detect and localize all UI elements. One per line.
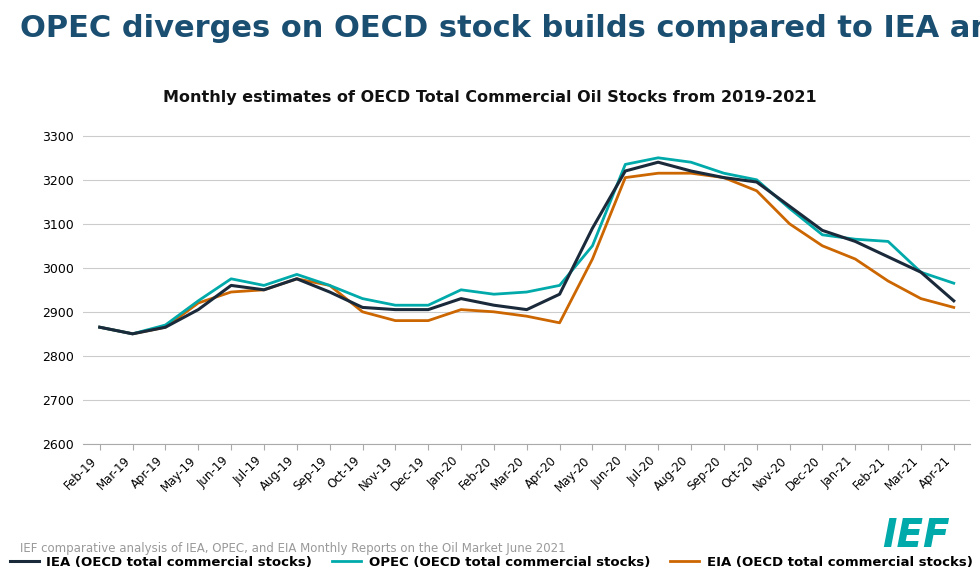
EIA (OECD total commercial stocks): [422, 317, 434, 324]
EIA (OECD total commercial stocks): [882, 278, 894, 284]
IEA (OECD total commercial stocks): [389, 306, 401, 313]
OPEC (OECD total commercial stocks): [718, 170, 730, 176]
Text: OPEC diverges on OECD stock builds compared to IEA and EIA: OPEC diverges on OECD stock builds compa…: [20, 14, 980, 43]
EIA (OECD total commercial stocks): [225, 288, 237, 295]
EIA (OECD total commercial stocks): [192, 300, 204, 307]
IEA (OECD total commercial stocks): [751, 179, 762, 185]
OPEC (OECD total commercial stocks): [948, 280, 959, 287]
EIA (OECD total commercial stocks): [718, 174, 730, 181]
IEA (OECD total commercial stocks): [422, 306, 434, 313]
IEA (OECD total commercial stocks): [291, 275, 303, 282]
EIA (OECD total commercial stocks): [323, 282, 335, 289]
OPEC (OECD total commercial stocks): [619, 161, 631, 168]
EIA (OECD total commercial stocks): [948, 304, 959, 311]
IEA (OECD total commercial stocks): [882, 253, 894, 260]
IEA (OECD total commercial stocks): [192, 306, 204, 313]
IEA (OECD total commercial stocks): [850, 238, 861, 245]
IEA (OECD total commercial stocks): [619, 168, 631, 175]
EIA (OECD total commercial stocks): [751, 187, 762, 194]
OPEC (OECD total commercial stocks): [258, 282, 270, 289]
IEA (OECD total commercial stocks): [784, 203, 796, 209]
EIA (OECD total commercial stocks): [915, 295, 927, 302]
IEA (OECD total commercial stocks): [948, 298, 959, 304]
IEA (OECD total commercial stocks): [816, 227, 828, 234]
EIA (OECD total commercial stocks): [357, 308, 368, 315]
IEA (OECD total commercial stocks): [160, 324, 172, 331]
EIA (OECD total commercial stocks): [685, 170, 697, 176]
IEA (OECD total commercial stocks): [323, 288, 335, 295]
Text: Monthly estimates of OECD Total Commercial Oil Stocks from 2019-2021: Monthly estimates of OECD Total Commerci…: [164, 90, 816, 105]
OPEC (OECD total commercial stocks): [357, 295, 368, 302]
OPEC (OECD total commercial stocks): [751, 176, 762, 183]
OPEC (OECD total commercial stocks): [126, 331, 138, 337]
OPEC (OECD total commercial stocks): [455, 286, 466, 293]
OPEC (OECD total commercial stocks): [94, 324, 106, 331]
Line: OPEC (OECD total commercial stocks): OPEC (OECD total commercial stocks): [100, 158, 954, 334]
OPEC (OECD total commercial stocks): [225, 275, 237, 282]
OPEC (OECD total commercial stocks): [653, 154, 664, 161]
EIA (OECD total commercial stocks): [816, 242, 828, 249]
EIA (OECD total commercial stocks): [784, 220, 796, 227]
IEA (OECD total commercial stocks): [225, 282, 237, 289]
OPEC (OECD total commercial stocks): [882, 238, 894, 245]
OPEC (OECD total commercial stocks): [850, 236, 861, 242]
IEA (OECD total commercial stocks): [685, 168, 697, 175]
EIA (OECD total commercial stocks): [850, 255, 861, 262]
OPEC (OECD total commercial stocks): [291, 271, 303, 278]
OPEC (OECD total commercial stocks): [816, 232, 828, 238]
EIA (OECD total commercial stocks): [455, 306, 466, 313]
IEA (OECD total commercial stocks): [488, 302, 500, 308]
OPEC (OECD total commercial stocks): [422, 302, 434, 308]
EIA (OECD total commercial stocks): [160, 324, 172, 331]
IEA (OECD total commercial stocks): [587, 225, 599, 232]
OPEC (OECD total commercial stocks): [192, 298, 204, 304]
OPEC (OECD total commercial stocks): [389, 302, 401, 308]
IEA (OECD total commercial stocks): [521, 306, 533, 313]
EIA (OECD total commercial stocks): [653, 170, 664, 176]
Text: IEF comparative analysis of IEA, OPEC, and EIA Monthly Reports on the Oil Market: IEF comparative analysis of IEA, OPEC, a…: [20, 542, 565, 555]
IEA (OECD total commercial stocks): [94, 324, 106, 331]
EIA (OECD total commercial stocks): [521, 313, 533, 320]
OPEC (OECD total commercial stocks): [160, 321, 172, 328]
IEA (OECD total commercial stocks): [915, 269, 927, 275]
OPEC (OECD total commercial stocks): [784, 205, 796, 212]
OPEC (OECD total commercial stocks): [554, 282, 565, 289]
IEA (OECD total commercial stocks): [455, 295, 466, 302]
EIA (OECD total commercial stocks): [587, 255, 599, 262]
Text: IEF: IEF: [883, 517, 950, 555]
OPEC (OECD total commercial stocks): [915, 269, 927, 275]
OPEC (OECD total commercial stocks): [685, 159, 697, 166]
Line: EIA (OECD total commercial stocks): EIA (OECD total commercial stocks): [100, 173, 954, 334]
EIA (OECD total commercial stocks): [389, 317, 401, 324]
EIA (OECD total commercial stocks): [554, 319, 565, 326]
EIA (OECD total commercial stocks): [126, 331, 138, 337]
EIA (OECD total commercial stocks): [258, 286, 270, 293]
Line: IEA (OECD total commercial stocks): IEA (OECD total commercial stocks): [100, 162, 954, 334]
EIA (OECD total commercial stocks): [619, 174, 631, 181]
IEA (OECD total commercial stocks): [258, 286, 270, 293]
EIA (OECD total commercial stocks): [488, 308, 500, 315]
OPEC (OECD total commercial stocks): [521, 288, 533, 295]
OPEC (OECD total commercial stocks): [488, 291, 500, 298]
OPEC (OECD total commercial stocks): [587, 242, 599, 249]
IEA (OECD total commercial stocks): [718, 174, 730, 181]
Legend: IEA (OECD total commercial stocks), OPEC (OECD total commercial stocks), EIA (OE: IEA (OECD total commercial stocks), OPEC…: [10, 556, 973, 569]
EIA (OECD total commercial stocks): [94, 324, 106, 331]
EIA (OECD total commercial stocks): [291, 275, 303, 282]
IEA (OECD total commercial stocks): [357, 304, 368, 311]
IEA (OECD total commercial stocks): [653, 159, 664, 166]
IEA (OECD total commercial stocks): [126, 331, 138, 337]
OPEC (OECD total commercial stocks): [323, 282, 335, 289]
IEA (OECD total commercial stocks): [554, 291, 565, 298]
